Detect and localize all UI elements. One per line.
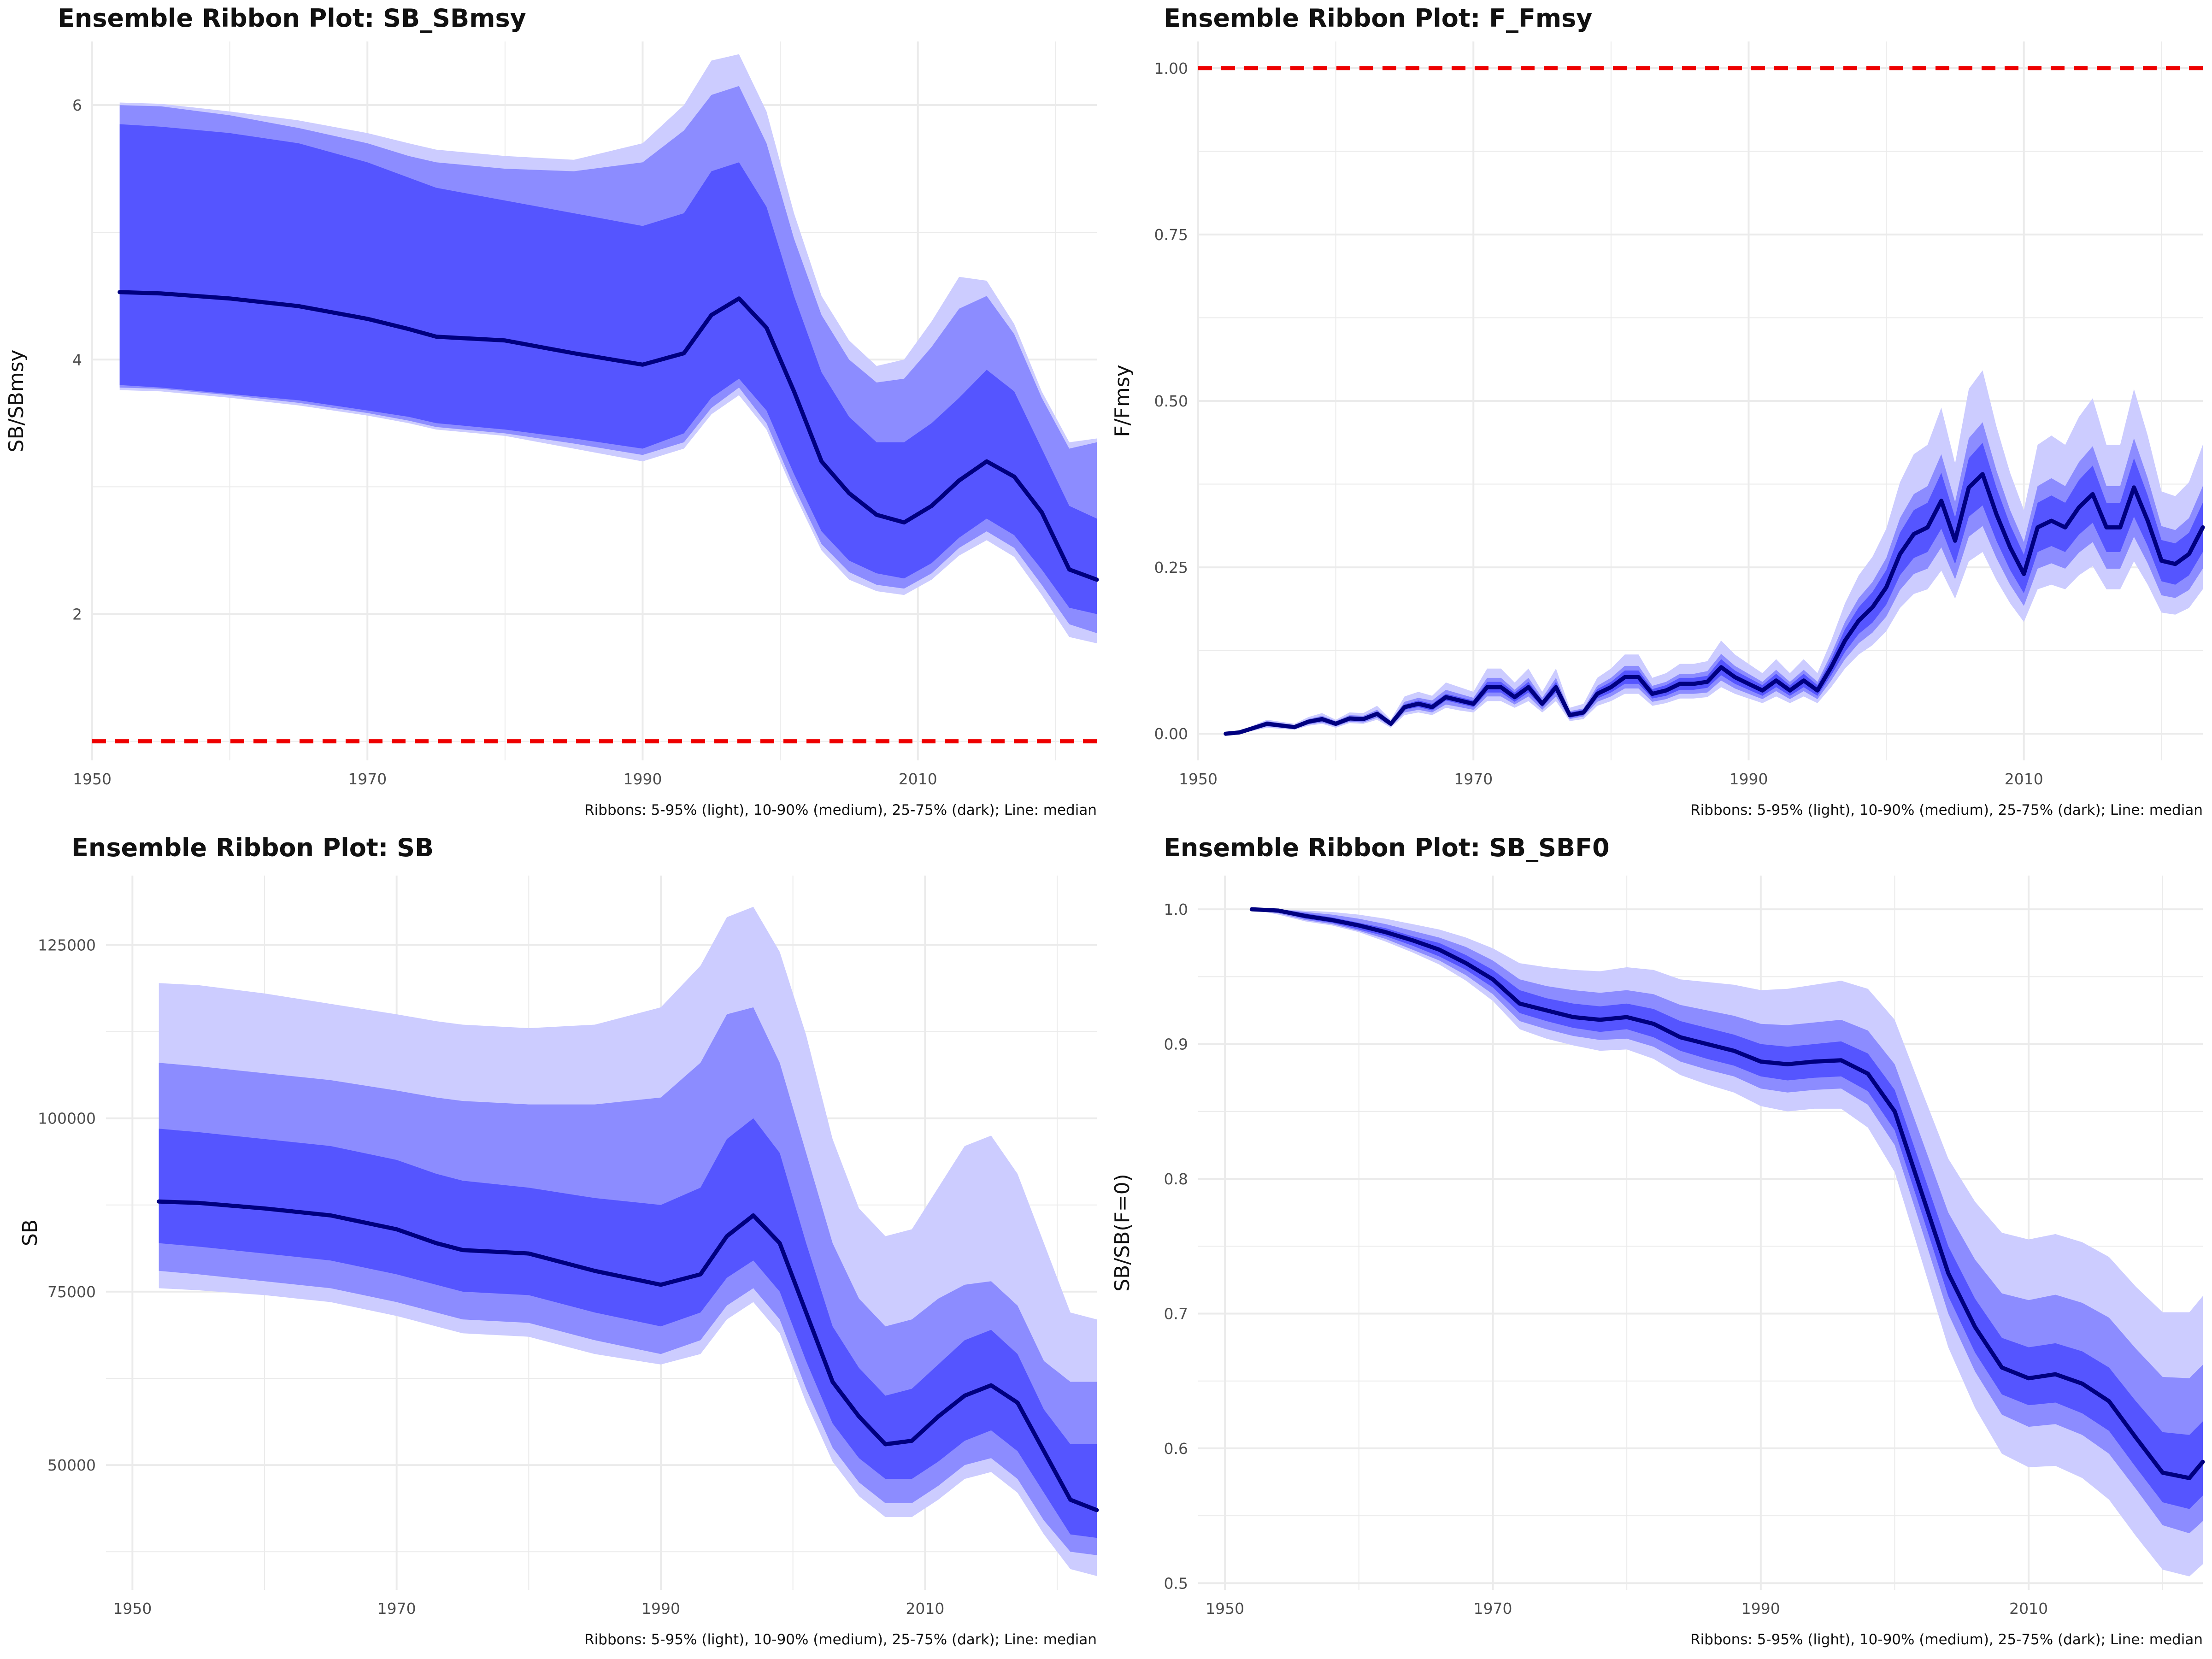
ribbon-5-95 — [1252, 909, 2203, 1577]
median-line — [157, 1199, 1099, 1512]
x-tick-label: 1970 — [348, 770, 387, 788]
panel-f-fmsy: 1950 1970 1990 2010 0.00 0.25 0.50 0.75 1.00 Ense… — [1106, 0, 2212, 830]
median-line — [118, 290, 1099, 582]
y-tick-label: 1.0 — [1164, 900, 1188, 918]
panel-sb-sbf0: 1950 1970 1990 2010 0.5 0.6 0.7 0.8 0.9 1.0 Ensemb… — [1106, 830, 2212, 1659]
chart-caption: Ribbons: 5-95% (light), 10-90% (medium),… — [584, 802, 1097, 818]
chart-svg: 1950 1970 1990 2010 0.00 0.25 0.50 0.75 1.00 Ense… — [1111, 4, 2205, 818]
x-tick-label: 2010 — [2009, 1600, 2048, 1618]
y-axis-label: SB/SB(F=0) — [1111, 1174, 1134, 1292]
median-line — [1249, 907, 2205, 1480]
y-tick-label: 4 — [72, 351, 82, 369]
x-tick-label: 1950 — [113, 1600, 152, 1618]
y-axis-label: F/Fmsy — [1111, 365, 1134, 437]
ribbon-25-75 — [119, 124, 1097, 614]
x-tick-label: 1970 — [1473, 1600, 1512, 1618]
y-tick-label: 0.25 — [1154, 559, 1188, 577]
chart-svg: 1950 1970 1990 2010 50000 75000 100000 125000 En… — [18, 833, 1099, 1648]
ribbon-5-95 — [1225, 370, 2203, 734]
gridlines — [1197, 41, 2203, 760]
y-axis-label: SB — [18, 1219, 42, 1246]
y-tick-label: 75000 — [47, 1283, 96, 1301]
y-tick-label: 100000 — [38, 1110, 96, 1128]
y-tick-label: 0.7 — [1164, 1305, 1188, 1323]
x-tick-label: 2010 — [2005, 770, 2043, 788]
x-tick-label: 2010 — [899, 770, 937, 788]
ribbon-25-75 — [1225, 443, 2203, 734]
y-tick-label: 6 — [72, 96, 82, 114]
y-tick-label: 0.00 — [1154, 725, 1188, 743]
y-tick-label: 50000 — [47, 1456, 96, 1474]
y-tick-label: 125000 — [38, 936, 96, 954]
chart-title: Ensemble Ribbon Plot: SB_SBF0 — [1164, 833, 1610, 862]
x-tick-label: 1990 — [1741, 1600, 1780, 1618]
y-tick-label: 0.8 — [1164, 1170, 1188, 1188]
y-tick-label: 0.9 — [1164, 1035, 1188, 1053]
chart-caption: Ribbons: 5-95% (light), 10-90% (medium),… — [1690, 1631, 2203, 1648]
y-tick-label: 0.5 — [1164, 1574, 1188, 1592]
y-axis-label: SB/SBmsy — [5, 350, 28, 453]
x-tick-label: 2010 — [906, 1600, 944, 1618]
chart-caption: Ribbons: 5-95% (light), 10-90% (medium),… — [584, 1631, 1097, 1648]
ribbon-25-75 — [159, 1118, 1097, 1538]
y-tick-label: 1.00 — [1154, 59, 1188, 77]
x-tick-label: 1970 — [377, 1600, 416, 1618]
chart-caption: Ribbons: 5-95% (light), 10-90% (medium),… — [1690, 802, 2203, 818]
y-tick-label: 2 — [72, 605, 82, 623]
x-tick-label: 1990 — [624, 770, 662, 788]
x-tick-label: 1950 — [1179, 770, 1218, 788]
x-tick-label: 1950 — [73, 770, 112, 788]
panel-sb-sbmsy: 1950 1970 1990 2010 2 4 6 Ensemble Ribbon Plot:… — [0, 0, 1106, 830]
median-line — [1224, 472, 2205, 736]
x-tick-label: 1990 — [1730, 770, 1768, 788]
y-tick-label: 0.6 — [1164, 1440, 1188, 1458]
chart-svg: 1950 1970 1990 2010 2 4 6 Ensemble Ribbon Plot:… — [5, 4, 1099, 818]
ribbon-10-90 — [1225, 422, 2203, 734]
x-tick-label: 1970 — [1454, 770, 1493, 788]
x-tick-label: 1990 — [641, 1600, 680, 1618]
chart-title: Ensemble Ribbon Plot: F_Fmsy — [1164, 4, 1592, 33]
y-tick-label: 0.75 — [1154, 226, 1188, 244]
chart-title: Ensemble Ribbon Plot: SB_SBmsy — [58, 4, 526, 33]
chart-title: Ensemble Ribbon Plot: SB — [71, 833, 434, 862]
panel-sb: 1950 1970 1990 2010 50000 75000 100000 125000 En… — [0, 830, 1106, 1659]
y-tick-label: 0.50 — [1154, 392, 1188, 410]
chart-svg: 1950 1970 1990 2010 0.5 0.6 0.7 0.8 0.9 1.0 Ensemb… — [1111, 833, 2205, 1648]
x-tick-label: 1950 — [1206, 1600, 1244, 1618]
